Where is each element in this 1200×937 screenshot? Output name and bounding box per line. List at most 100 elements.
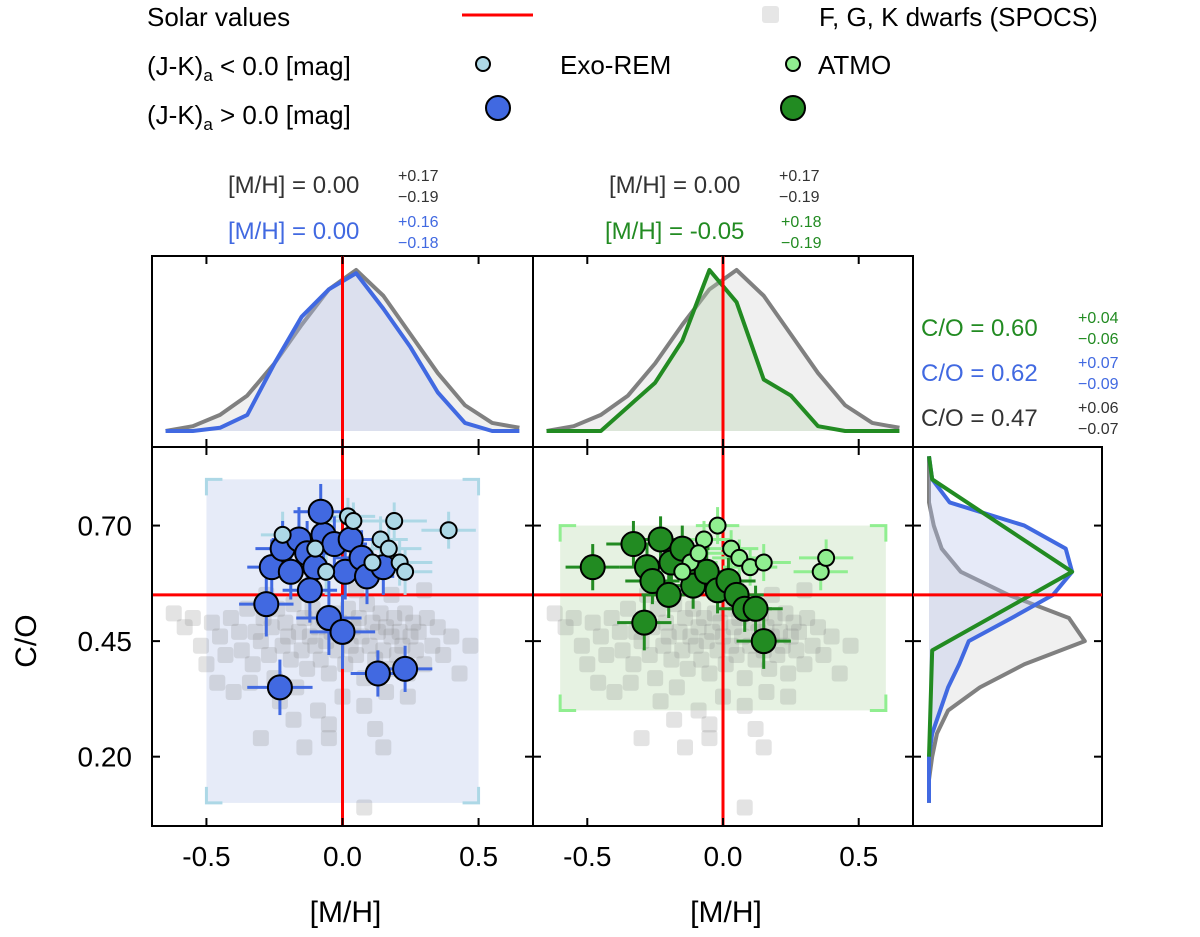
- legend-row-high: (J-K)a > 0.0 [mag]: [147, 100, 351, 134]
- star-point: [244, 656, 261, 673]
- star-point: [418, 610, 435, 627]
- star-point: [192, 637, 209, 654]
- star-point: [299, 660, 316, 677]
- planet-point: [673, 562, 692, 581]
- star-point: [671, 623, 688, 640]
- star-point: [443, 628, 460, 645]
- star-point: [165, 605, 182, 622]
- star-point: [641, 646, 658, 663]
- svg-text:−0.06: −0.06: [1078, 331, 1119, 348]
- star-point: [592, 628, 609, 645]
- star-point: [780, 665, 797, 682]
- star-point: [755, 739, 772, 756]
- legend: Solar values F, G, K dwarfs (SPOCS) (J-K…: [147, 2, 1098, 134]
- svg-text:+0.07: +0.07: [1078, 355, 1119, 372]
- star-point: [375, 739, 392, 756]
- legend-exorem-low-marker: [475, 56, 491, 72]
- star-point: [307, 637, 324, 654]
- y-tick-label: 0.70: [78, 511, 133, 542]
- x-axis-label: [M/H]: [690, 896, 762, 929]
- planet-point: [385, 511, 404, 530]
- co-histogram: [912, 446, 1103, 827]
- planet-point: [631, 609, 658, 636]
- star-point: [383, 628, 400, 645]
- star-point: [747, 720, 764, 737]
- y-tick-label: 0.45: [78, 626, 133, 657]
- svg-text:[M/H] = -0.05: [M/H] = -0.05: [605, 218, 744, 245]
- star-point: [565, 610, 582, 627]
- planet-point: [344, 511, 363, 530]
- star-point: [209, 674, 226, 691]
- grid-box-corner: [204, 786, 223, 805]
- star-point: [233, 642, 250, 659]
- star-point: [696, 610, 712, 627]
- svg-text:−0.19: −0.19: [398, 189, 439, 206]
- svg-text:[M/H] = 0.00: [M/H] = 0.00: [609, 172, 740, 199]
- x-tick-label: 0.0: [323, 841, 362, 872]
- planet-point: [396, 562, 415, 581]
- star-point: [176, 619, 193, 636]
- legend-solar-label: Solar values: [147, 2, 290, 32]
- star-point: [424, 637, 441, 654]
- star-point: [320, 665, 337, 682]
- legend-row-low: (J-K)a < 0.0 [mag]: [147, 51, 351, 85]
- planet-point: [754, 553, 773, 572]
- x-tick-label: 0.5: [459, 841, 498, 872]
- svg-text:−0.19: −0.19: [779, 189, 820, 206]
- legend-atmo-high-marker: [780, 95, 806, 121]
- star-point: [320, 730, 337, 747]
- legend-exorem-label: Exo-REM: [560, 50, 671, 80]
- star-point: [361, 637, 378, 654]
- legend-stars-label: F, G, K dwarfs (SPOCS): [819, 2, 1098, 32]
- star-point: [203, 614, 220, 631]
- anno-mid-stars: [M/H] = 0.00 +0.17 −0.19: [609, 168, 820, 206]
- star-point: [704, 623, 721, 640]
- star-point: [788, 642, 805, 659]
- star-point: [701, 716, 718, 733]
- star-point: [660, 628, 677, 645]
- star-point: [293, 642, 310, 659]
- star-point: [378, 683, 395, 700]
- star-point: [799, 610, 816, 627]
- star-point: [247, 623, 264, 640]
- star-point: [429, 619, 446, 636]
- anno-co-atmo: C/O = 0.60 +0.04 −0.06: [921, 310, 1119, 348]
- star-point: [252, 730, 269, 747]
- star-point: [348, 646, 365, 663]
- svg-text:−0.09: −0.09: [1078, 376, 1119, 393]
- star-point: [693, 651, 710, 668]
- grid-box-corner: [462, 786, 481, 805]
- star-point: [663, 651, 680, 668]
- x-axis-label: [M/H]: [310, 896, 382, 929]
- svg-text:+0.04: +0.04: [1078, 310, 1119, 327]
- planet-point: [363, 553, 382, 572]
- star-point: [369, 623, 386, 640]
- star-point: [682, 628, 699, 645]
- star-point: [687, 637, 704, 654]
- planet-point: [379, 539, 398, 558]
- star-point: [728, 646, 745, 663]
- planet-point: [317, 562, 336, 581]
- svg-text:−0.07: −0.07: [1078, 421, 1119, 438]
- planet-point: [689, 544, 708, 563]
- star-point: [668, 679, 685, 696]
- planet-point: [620, 531, 647, 558]
- star-point: [462, 637, 479, 654]
- star-point: [769, 646, 786, 663]
- planet-point: [307, 498, 334, 525]
- star-point: [725, 619, 742, 636]
- star-point: [399, 688, 416, 705]
- star-point: [701, 730, 718, 747]
- star-point: [780, 688, 797, 705]
- y-tick-label: 0.20: [78, 742, 133, 773]
- grid-box-corner: [558, 694, 577, 712]
- stars-co-hist-line: [927, 456, 1087, 803]
- star-point: [231, 623, 248, 640]
- star-point: [217, 646, 234, 663]
- legend-atmo-label: ATMO: [818, 50, 891, 80]
- star-point: [772, 623, 788, 640]
- star-point: [766, 610, 783, 627]
- star-point: [652, 693, 669, 710]
- star-point: [614, 642, 631, 659]
- star-point: [410, 623, 427, 640]
